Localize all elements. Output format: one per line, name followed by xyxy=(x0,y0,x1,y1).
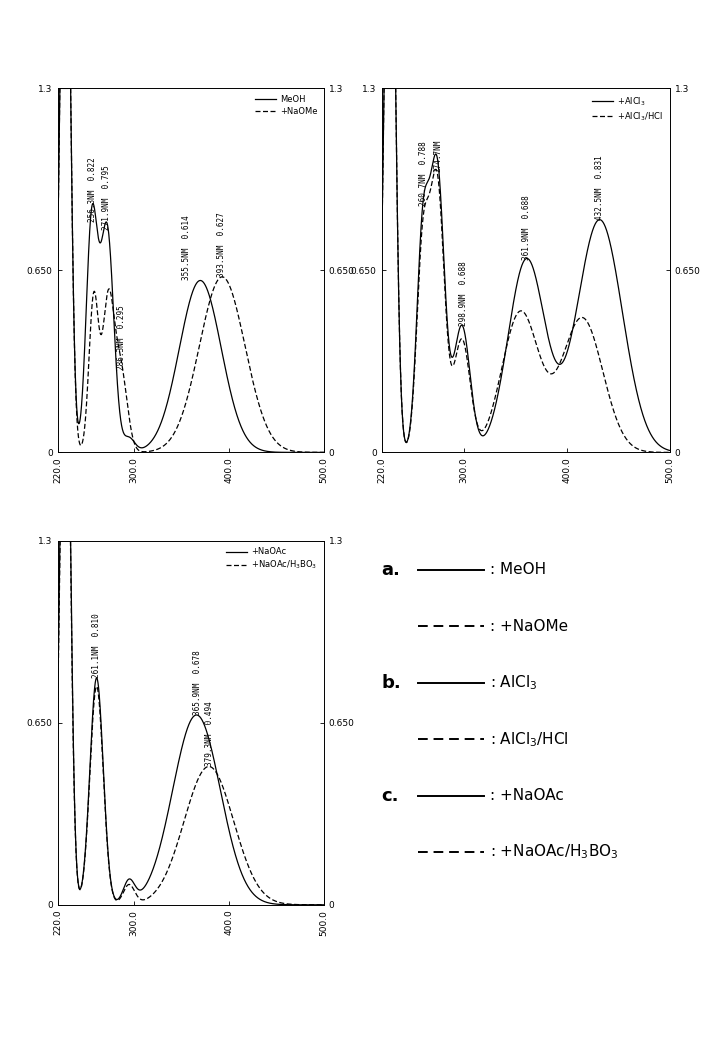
Text: 393.5NM  0.627: 393.5NM 0.627 xyxy=(217,212,226,277)
Text: b.: b. xyxy=(382,674,401,692)
Text: : +NaOAc/H$_3$BO$_3$: : +NaOAc/H$_3$BO$_3$ xyxy=(490,842,619,861)
Text: 286.3NM  0.295: 286.3NM 0.295 xyxy=(117,305,126,370)
Text: : +NaOMe: : +NaOMe xyxy=(490,619,569,633)
Text: c.: c. xyxy=(382,786,399,805)
Legend: +NaOAc, +NaOAc/H$_3$BO$_3$: +NaOAc, +NaOAc/H$_3$BO$_3$ xyxy=(224,545,320,574)
Text: 271.9NM  0.795: 271.9NM 0.795 xyxy=(102,165,112,230)
Text: : AlCl$_3$: : AlCl$_3$ xyxy=(490,674,538,692)
Text: 298.9NM  0.688: 298.9NM 0.688 xyxy=(459,262,469,327)
Text: 260.7NM  0.788: 260.7NM 0.788 xyxy=(419,141,428,206)
Legend: +AlCl$_3$, +AlCl$_3$/HCl: +AlCl$_3$, +AlCl$_3$/HCl xyxy=(590,93,665,125)
Text: 432.5NM  0.831: 432.5NM 0.831 xyxy=(595,155,604,219)
Text: 365.9NM  0.678: 365.9NM 0.678 xyxy=(193,650,202,714)
Text: : MeOH: : MeOH xyxy=(490,563,546,577)
Text: 274.7NM: 274.7NM xyxy=(433,140,442,173)
Text: 261.1NM  0.810: 261.1NM 0.810 xyxy=(92,614,101,678)
Legend: MeOH, +NaOMe: MeOH, +NaOMe xyxy=(252,93,320,119)
Text: 355.5NM  0.614: 355.5NM 0.614 xyxy=(182,215,192,281)
Text: : AlCl$_3$/HCl: : AlCl$_3$/HCl xyxy=(490,730,570,749)
Text: 256.3NM  0.822: 256.3NM 0.822 xyxy=(89,157,97,223)
Text: a.: a. xyxy=(382,561,400,579)
Text: 379.3NM  0.494: 379.3NM 0.494 xyxy=(205,702,215,766)
Text: 361.9NM  0.688: 361.9NM 0.688 xyxy=(522,196,531,260)
Text: : +NaOAc: : +NaOAc xyxy=(490,788,564,803)
